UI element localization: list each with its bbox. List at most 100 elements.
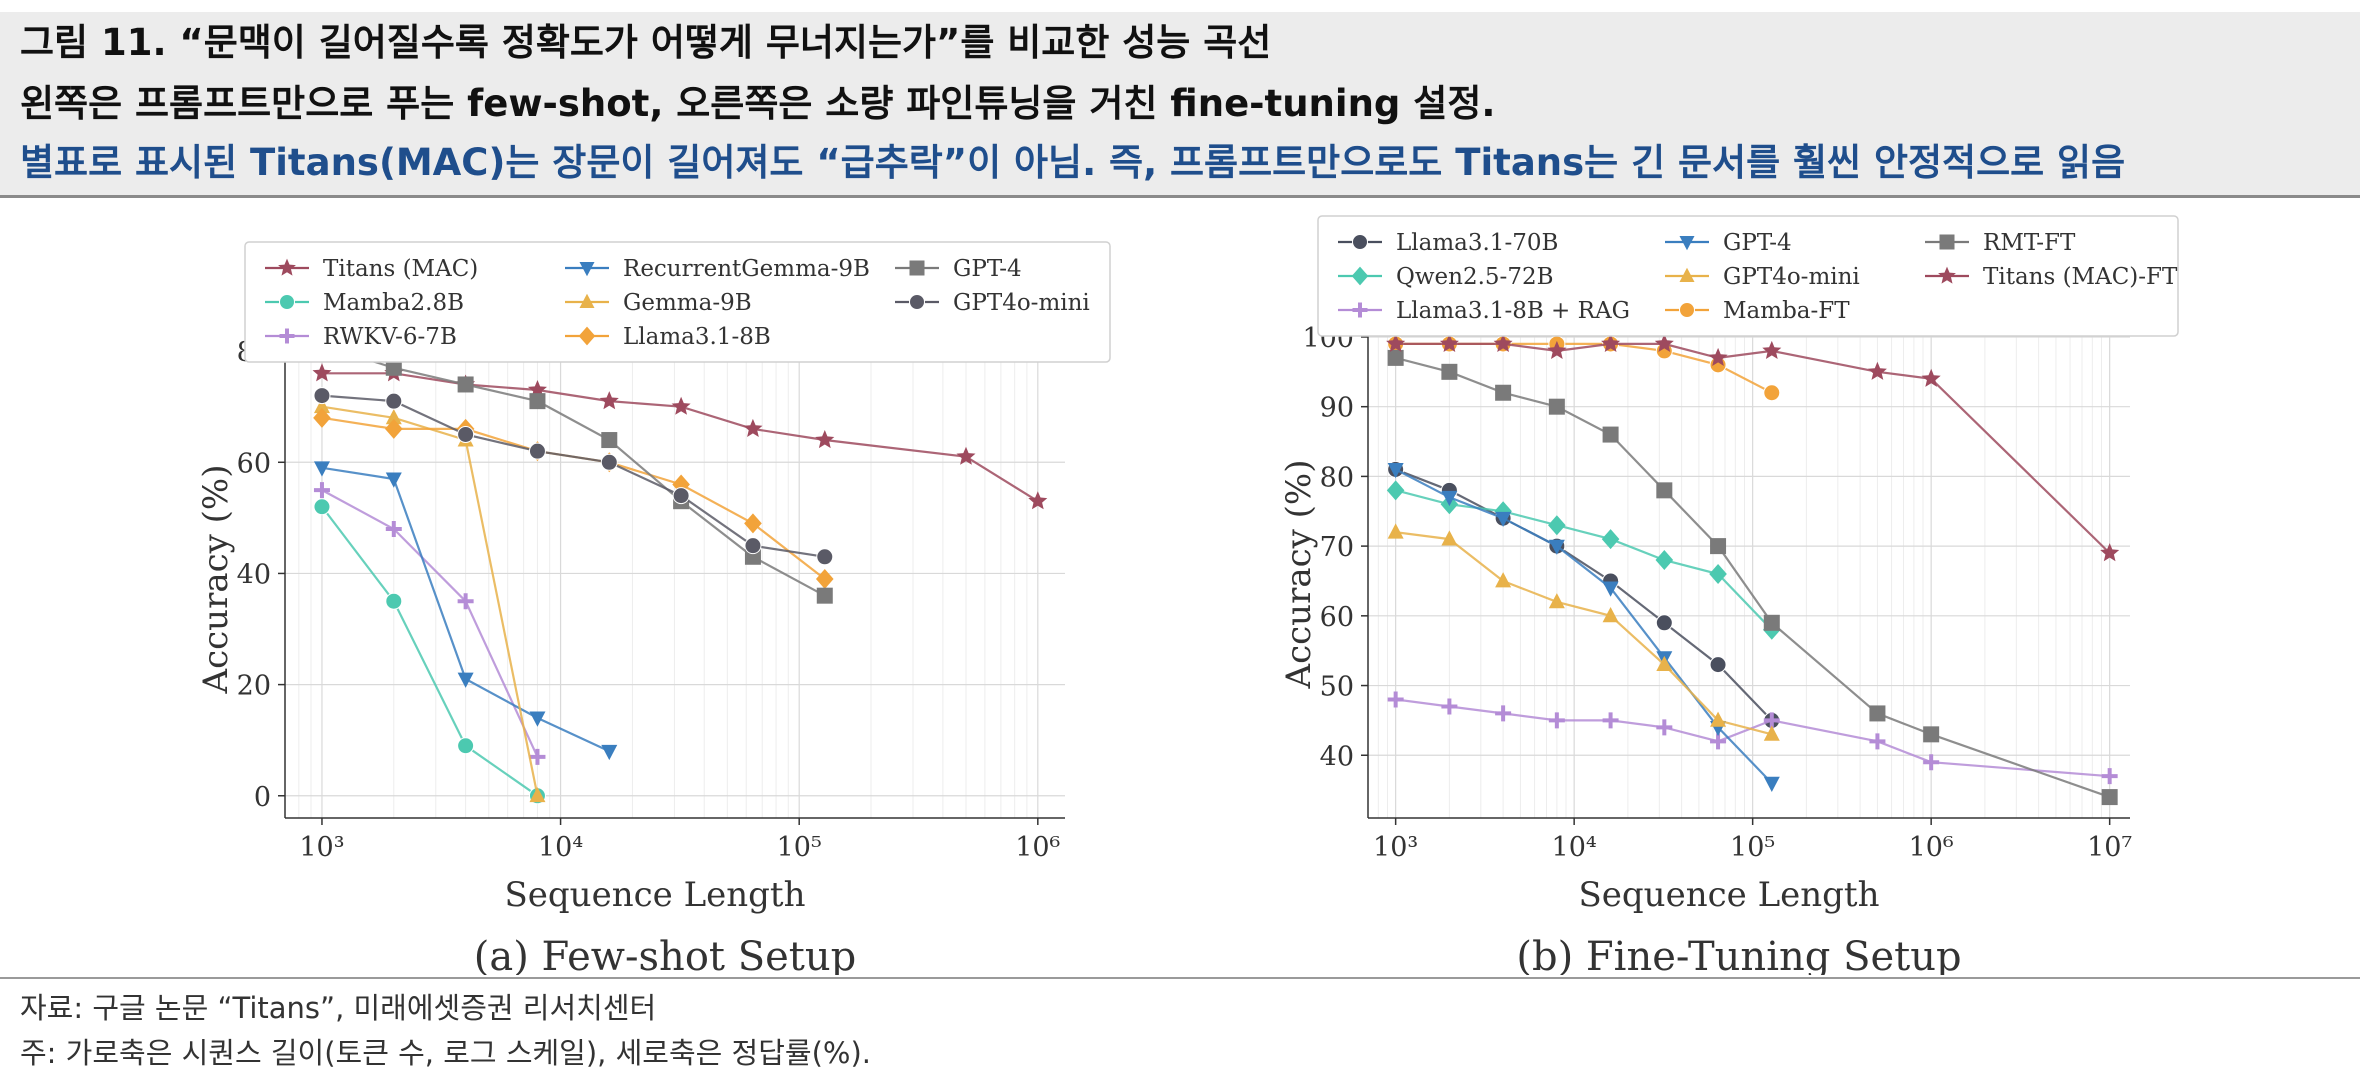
data-point [1441,698,1458,715]
series-gpt4o-mini [313,387,834,566]
plot-area [1368,330,2130,818]
x-axis-label: Sequence Length [1579,875,1880,915]
data-point [1493,333,1513,352]
series-line [321,489,539,758]
data-point [599,391,619,410]
x-tick-label: 10⁵ [777,832,822,863]
data-point [313,461,330,477]
data-point [385,392,403,410]
data-point [1028,491,1048,510]
figure-title: 그림 11. “문맥이 길어질수록 정확도가 어떻게 무너지는가”를 비교한 성… [20,21,1272,64]
data-point [2101,768,2118,785]
data-point [1602,712,1619,729]
series-line [1395,468,1773,722]
data-point [1602,581,1619,597]
legend-entry: Llama3.1-8B [565,324,771,350]
data-point [1921,368,1941,387]
data-point [1923,726,1940,743]
legend-marker [279,328,295,344]
legend-label: RecurrentGemma-9B [623,256,870,282]
data-point [1495,384,1512,401]
data-point [1441,530,1458,546]
legend: Llama3.1-70B Qwen2.5-72B Llama3.1-8B + RAG… [1317,215,2179,337]
data-point [2101,789,2118,806]
data-point [1602,607,1619,623]
legend-entry: RWKV-6-7B [265,324,457,350]
legend-label: GPT-4 [953,256,1022,282]
legend-entry: GPT-4 [1665,230,1792,256]
series-qwen2-5-72b [1386,480,1781,640]
legend-entry: GPT4o-mini [895,290,1090,316]
data-point [313,482,330,499]
legend-entry: Mamba-FT [1665,298,1850,324]
axis-note: 주: 가로축은 시퀀스 길이(토큰 수, 로그 스케일), 세로축은 정답률(%… [20,1036,871,1070]
data-point [815,430,835,449]
y-axis-label: Accuracy (%) [1279,460,1319,690]
legend: Titans (MAC) Mamba2.8B RWKV-6-7B RecurrentG… [244,241,1111,363]
data-point [385,359,402,376]
series-line [321,394,825,558]
data-point [1548,712,1565,729]
data-point [1387,349,1404,366]
chart-few-shot: 02040608010³10⁴10⁵10⁶Sequence LengthAccu… [196,241,1111,975]
data-point [313,387,331,405]
figure-header: 그림 11. “문맥이 길어질수록 정확도가 어떻게 무너지는가”를 비교한 성… [0,12,2360,198]
series-line [321,344,826,597]
legend-label: Llama3.1-70B [1396,230,1558,256]
y-tick-label: 0 [254,782,271,813]
series-titans-mac-ft [1386,333,2120,562]
data-point [529,393,546,410]
legend-entry: Mamba2.8B [265,290,464,316]
legend-marker [1351,266,1369,286]
legend-entry: RMT-FT [1925,230,2076,256]
legend-label: Mamba-FT [1723,298,1850,324]
source-note: 자료: 구글 논문 “Titans”, 미래에셋증권 리서치센터 [20,991,657,1025]
legend-entry: Qwen2.5-72B [1338,264,1554,290]
data-point [1709,564,1727,584]
data-point [815,569,834,589]
data-point [1869,733,1886,750]
series-line [322,372,1039,503]
data-point [601,432,618,449]
data-point [528,442,546,460]
y-tick-label: 90 [1320,393,1354,424]
data-point [385,520,402,537]
data-point [1386,480,1405,501]
data-point [1548,539,1565,555]
legend-marker [1939,234,1955,250]
x-tick-label: 10³ [299,832,344,863]
data-point [1601,529,1620,550]
data-point [313,397,330,414]
legend-label: GPT4o-mini [1723,264,1860,290]
data-point [1656,719,1673,736]
legend-entry: Llama3.1-8B + RAG [1338,298,1630,324]
data-point [1495,511,1512,528]
x-axis-label: Sequence Length [505,875,806,915]
data-point [601,744,618,761]
legend-label: Llama3.1-8B [623,324,771,350]
figure-subtitle: 왼쪽은 프롬프트만으로 푸는 few-shot, 오른쪽은 소량 파인튜닝을 거… [20,82,1496,125]
data-point [1387,523,1404,539]
legend-label: RMT-FT [1983,230,2076,256]
data-point [744,537,762,555]
series-line [321,506,539,797]
data-point [529,711,546,727]
data-point [956,446,976,465]
legend-entry: RecurrentGemma-9B [565,256,870,282]
data-point [1387,691,1404,708]
data-point [384,418,403,439]
data-point [1548,593,1565,609]
x-tick-label: 10⁴ [538,832,583,863]
legend-marker [579,262,595,277]
legend-marker [1352,234,1368,250]
data-point [1710,711,1727,727]
series-rmt-ft [1387,349,2118,806]
data-point [1548,515,1566,536]
data-point [457,376,474,393]
legend-marker [579,293,595,308]
data-point [816,587,833,604]
legend-marker [909,294,925,310]
legend-marker [909,260,925,276]
legend-label: GPT-4 [1723,230,1792,256]
